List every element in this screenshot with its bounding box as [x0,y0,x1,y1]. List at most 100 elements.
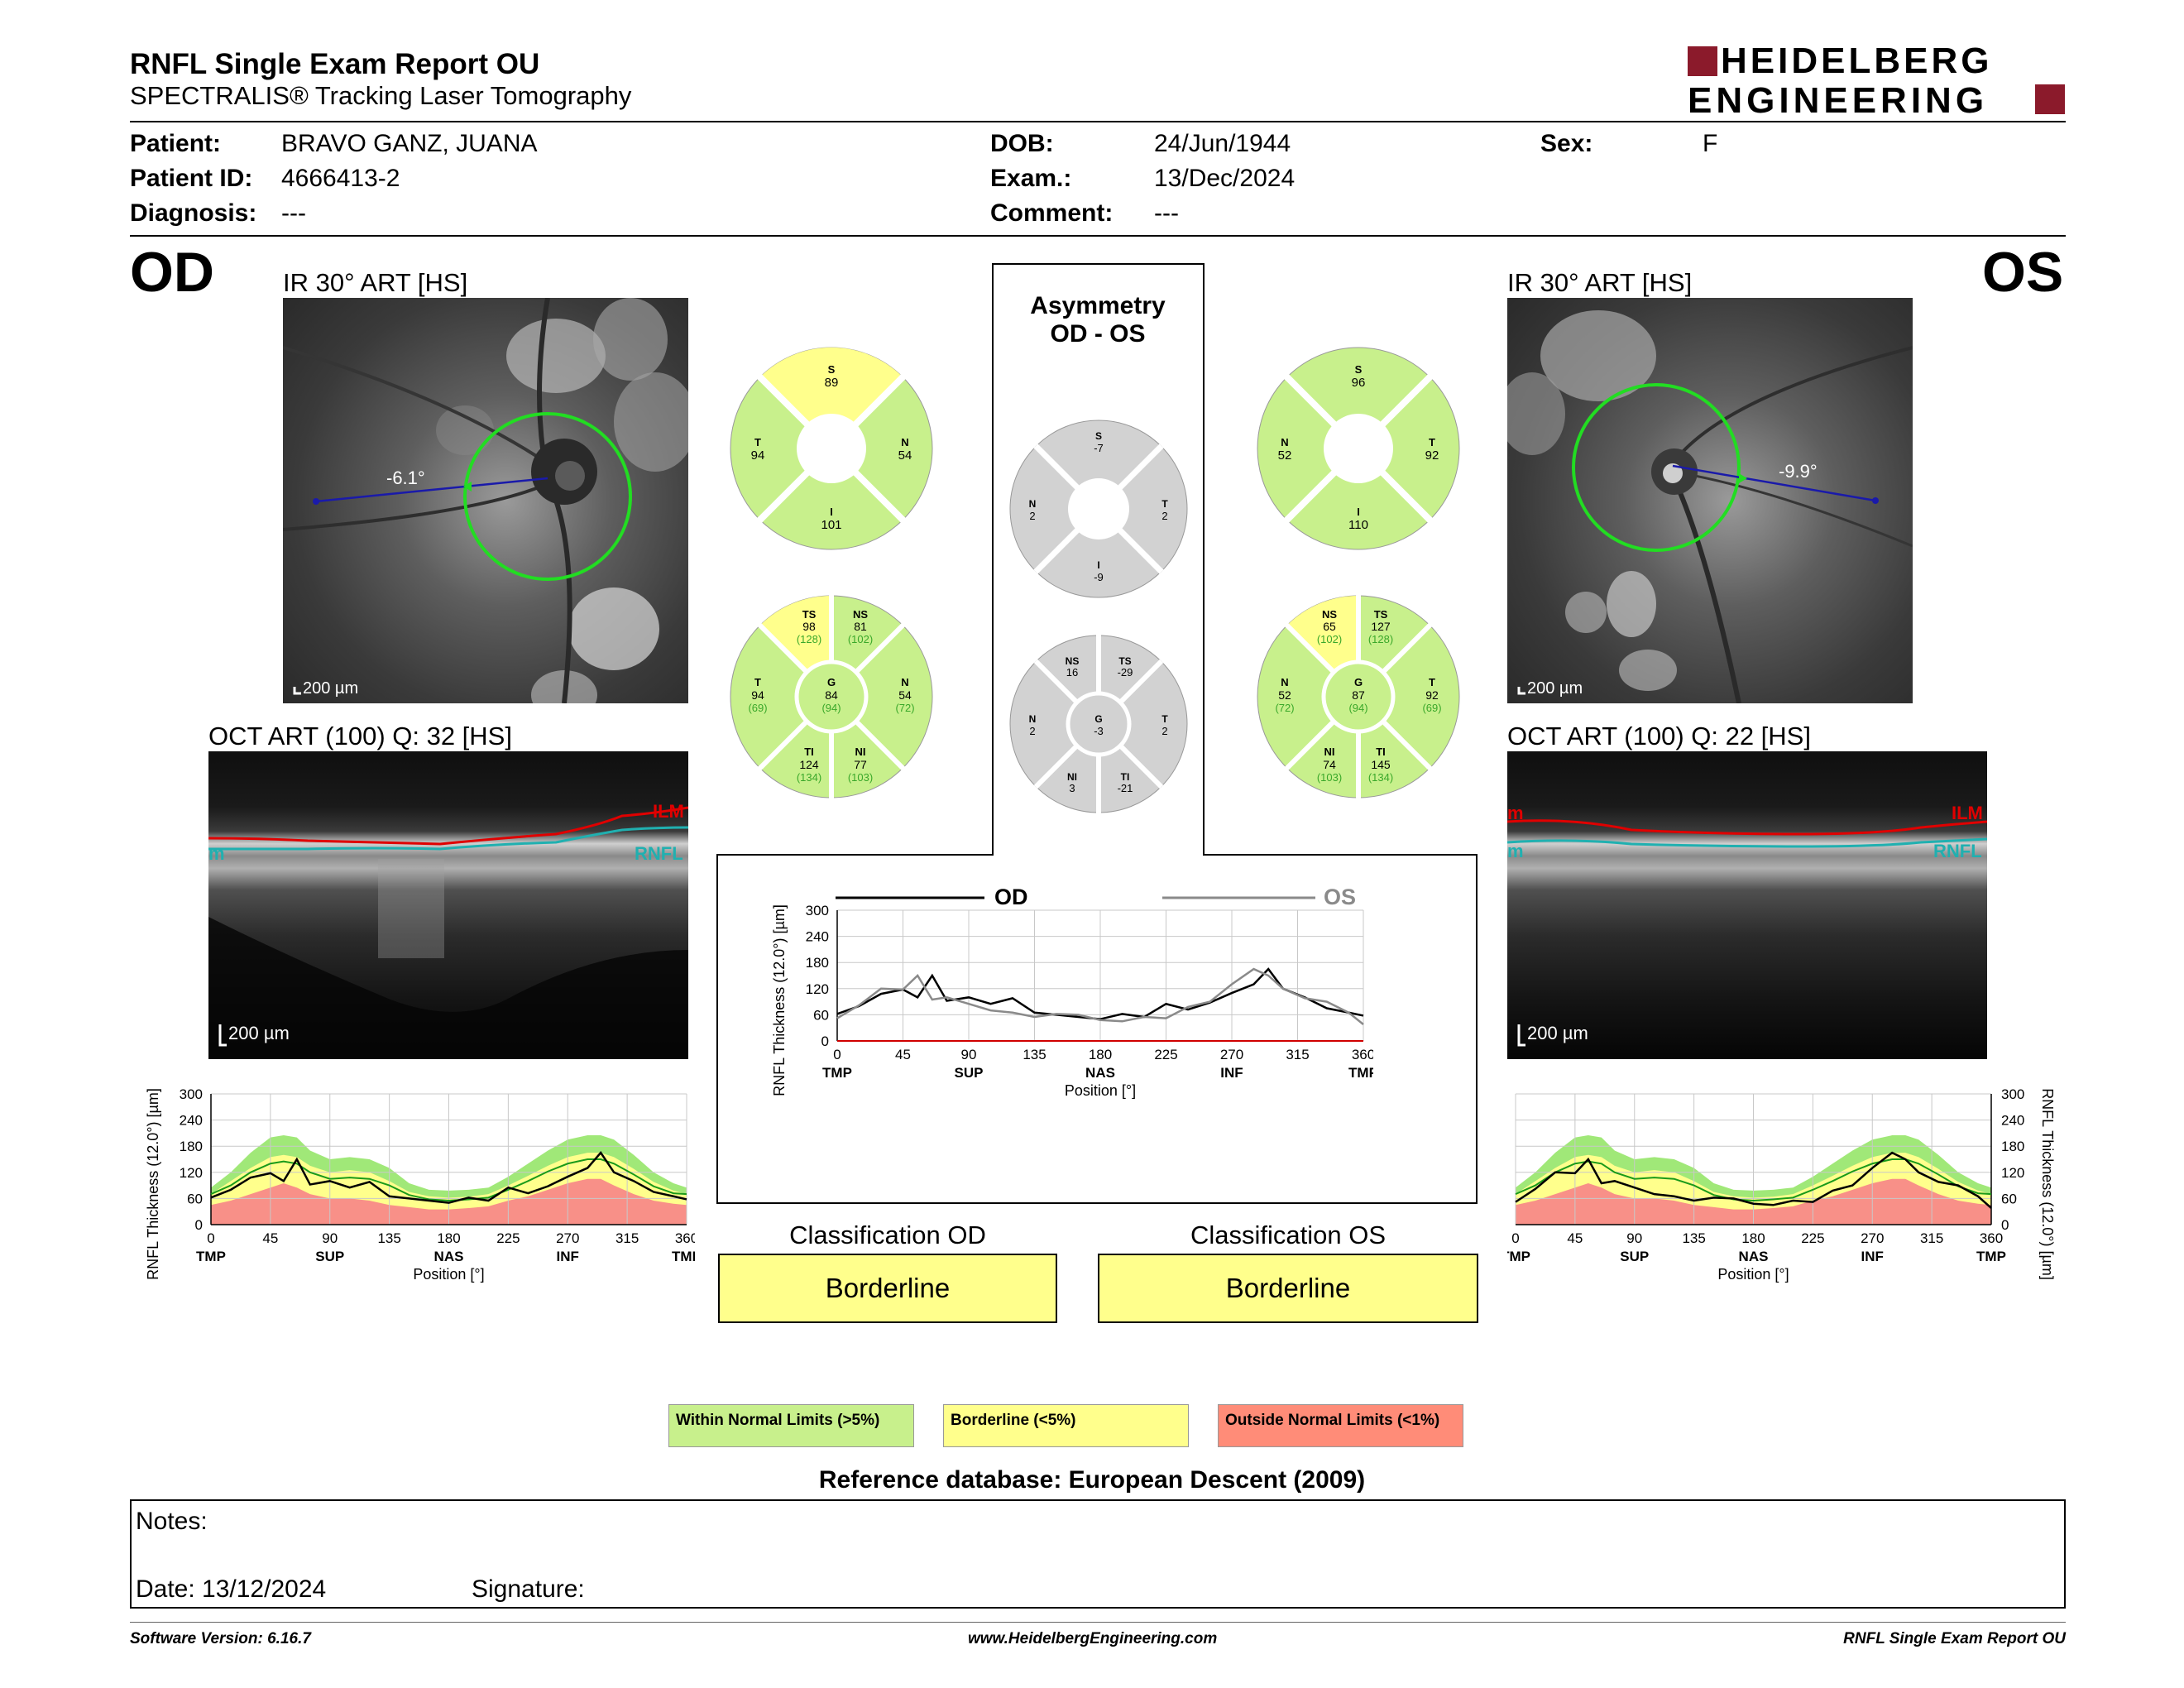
dob-value: 24/Jun/1944 [1154,130,1291,157]
classification-os-value: Borderline [1225,1273,1351,1303]
comment-value: --- [1154,199,1179,227]
x-tick-label: 90 [1626,1230,1642,1246]
x-tick-label: 135 [377,1230,400,1246]
od-quadrant-circle: S 89 T 94 N 54 I 101 [728,345,935,552]
patient-id: 4666413-2 [281,165,400,192]
os-rnfl-label: RNFL [1933,841,1982,861]
x-sector-label: INF [1861,1249,1884,1264]
exam-label: Exam.: [990,165,1072,192]
x-tick-label: 0 [833,1047,841,1062]
svg-text:TI: TI [1121,771,1130,783]
x-tick-label: 225 [1154,1047,1177,1062]
os-sector-circle: NS 65 (102) TS 127 (128) N 52 (72) G 87 … [1255,593,1462,800]
svg-text:94: 94 [751,448,765,463]
svg-text:NI: NI [855,746,866,758]
y-axis-label: RNFL Thickness (12.0°) [µm] [771,904,788,1096]
od-axis-line [315,477,548,503]
asymmetry-panel [716,263,1478,1205]
od-rnfl-cut-label: m [208,843,225,864]
series-line-OS [836,967,1364,1025]
os-ilm-label: ILM [1952,803,1983,823]
od-angle: -6.1° [386,468,425,488]
sex-value: F [1703,130,1718,157]
diagnosis-label: Diagnosis: [130,199,257,227]
svg-text:3: 3 [1069,782,1075,794]
os-angle: -9.9° [1779,461,1818,482]
od-oct-scale: 200 µm [228,1023,290,1043]
info-divider [130,235,2066,237]
x-tick-label: 45 [1567,1230,1583,1246]
y-axis-label: RNFL Thickness (12.0°) [µm] [2039,1088,2056,1280]
svg-text:145: 145 [1371,758,1391,771]
x-tick-label: 180 [1741,1230,1765,1246]
date-label: Date: 13/12/2024 [136,1575,327,1603]
os-oct-image: m m ILM RNFL 200 µm [1507,751,1987,1059]
y-tick-label: 240 [806,929,829,945]
os-ilm-cut-label: m [1507,803,1524,823]
x-tick-label: 270 [556,1230,579,1246]
x-tick-label: 315 [1286,1047,1309,1062]
od-profile-chart: 0 60 120 180 240 300 0 45 90 135 180 225 270 315 360 TM… [132,1067,702,1316]
svg-text:54: 54 [898,448,912,463]
x-tick-label: 90 [961,1047,977,1062]
svg-text:110: 110 [1348,518,1368,532]
svg-text:2: 2 [1161,725,1167,737]
svg-text:(103): (103) [848,771,873,784]
x-tick-label: 315 [615,1230,639,1246]
y-tick-label: 60 [187,1191,203,1206]
notes-box[interactable] [130,1499,2066,1609]
svg-text:NI: NI [1067,771,1077,783]
svg-text:S: S [1095,430,1102,442]
svg-text:T: T [1429,676,1435,688]
footer-website[interactable]: www.HeidelbergEngineering.com [968,1630,1218,1647]
svg-text:2: 2 [1029,725,1035,737]
x-tick-label: 90 [322,1230,338,1246]
x-axis-label: Position [°] [413,1266,484,1283]
dob-label: DOB: [990,130,1054,157]
y-tick-label: 60 [813,1007,829,1023]
logo-line2: ENGINEERING [1688,80,1988,117]
svg-text:-3: -3 [1094,725,1104,737]
od-sector-s-fill [759,347,903,448]
svg-text:N: N [901,436,908,448]
x-sector-label: SUP [955,1065,984,1081]
asymmetry-sector-circle: NS 16 TS -29 N 2 G -3 T 2 NI 3 TI -21 [1008,633,1190,815]
x-sector-label: NAS [434,1249,464,1264]
os-ir-label: IR 30° ART [HS] [1507,268,1693,297]
x-tick-label: 225 [1801,1230,1824,1246]
report-title: RNFL Single Exam Report OU [130,48,540,80]
svg-text:TI: TI [804,746,814,758]
notes-label: Notes: [136,1508,208,1535]
svg-text:I: I [1097,559,1099,571]
od-ilm-label: ILM [653,801,684,822]
os-ir-scale: 200 µm [1527,679,1583,698]
svg-text:96: 96 [1352,376,1366,390]
svg-text:TS: TS [1374,608,1388,621]
svg-text:-7: -7 [1094,442,1104,454]
logo-line1: HEIDELBERG [1721,43,1992,81]
svg-text:127: 127 [1371,620,1391,633]
svg-text:77: 77 [854,758,867,771]
sex-label: Sex: [1540,130,1593,157]
classification-od-title: Classification OD [789,1220,986,1249]
svg-text:94: 94 [751,688,764,702]
y-tick-label: 60 [2001,1191,2017,1206]
series-line-OS [1515,1151,1992,1209]
svg-text:16: 16 [1066,666,1078,679]
svg-text:TS: TS [802,608,817,621]
x-sector-label: SUP [1620,1249,1649,1264]
x-sector-label: TMP [1976,1249,2006,1264]
y-tick-label: 180 [180,1139,203,1154]
svg-text:(102): (102) [1317,633,1342,645]
x-tick-label: 45 [895,1047,911,1062]
x-sector-label: TMP [822,1065,852,1081]
classification-od-box: Borderline [718,1254,1057,1323]
x-tick-label: 315 [1920,1230,1943,1246]
svg-text:G: G [1094,713,1102,725]
svg-text:2: 2 [1029,510,1035,522]
heidelberg-logo: HEIDELBERG ENGINEERING [1688,41,2068,121]
svg-text:S: S [828,363,836,376]
x-tick-label: 180 [1089,1047,1112,1062]
footer-software: Software Version: 6.16.7 [130,1630,311,1647]
svg-text:I: I [830,506,833,518]
